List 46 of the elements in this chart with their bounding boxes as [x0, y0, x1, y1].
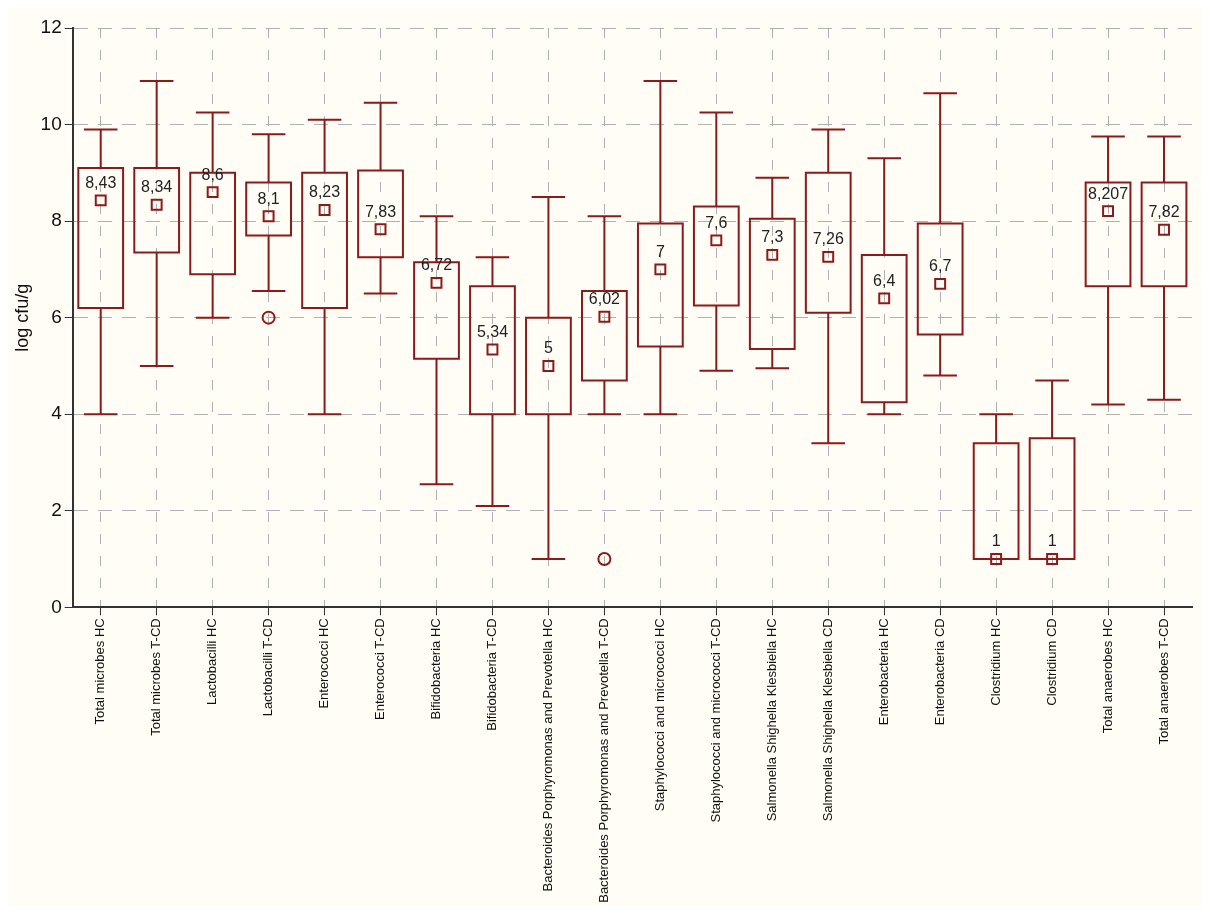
text: 7,6: [705, 213, 728, 231]
x-tick-label: Salmonella Shighella Klesbiella HC: [763, 618, 779, 822]
x-tick-label: Bacteroides Porphyromonas and Prevotella HC: [540, 618, 555, 892]
x-tick-label: Bacteroides Porphyromonas and Prevotella T-CD: [595, 618, 611, 903]
x-tick-label: Bifidobacteria HC: [428, 618, 444, 720]
text: 7,83: [364, 202, 397, 220]
y-tick-label: 8: [51, 209, 62, 231]
x-tick-label: Lactobacilli T-CD: [260, 618, 276, 717]
x-tick-label: Clostridium CD: [1043, 618, 1059, 706]
text: 6,4: [873, 271, 896, 289]
text: 1: [991, 532, 1001, 550]
x-tick-label: Total microbes HC: [92, 618, 108, 725]
x-tick-label: Enterococci HC: [316, 618, 332, 709]
y-tick-label: 0: [51, 595, 62, 617]
text: 5,34: [476, 322, 509, 340]
text: 8,34: [141, 178, 173, 196]
x-tick-label: Salmonella Shighella Klesbiella CD: [819, 618, 835, 822]
text: 7,26: [812, 230, 844, 248]
x-tick-label: Enterococci T-CD: [372, 618, 388, 720]
text: 6,7: [929, 257, 952, 275]
text: 8,43: [85, 173, 117, 191]
text: 8,207: [1088, 184, 1129, 202]
x-tick-label: Bifidobacteria T-CD: [484, 618, 500, 731]
x-tick-label: Total anaerobes HC: [1099, 618, 1115, 734]
text: 6,02: [588, 290, 620, 308]
x-tick-label: Total anaerobes T-CD: [1155, 618, 1171, 745]
x-tick-label: Total microbes T-CD: [148, 618, 164, 736]
y-tick-label: 4: [51, 402, 63, 424]
x-tick-label: Enterobacteria CD: [931, 618, 947, 726]
y-tick-label: 12: [40, 16, 62, 38]
text: 8,1: [257, 189, 280, 207]
x-tick-label: Clostridium HC: [987, 618, 1003, 706]
text: 7,82: [1148, 203, 1180, 221]
x-tick-label: Staphylococci and micrococci HC: [651, 618, 667, 812]
y-tick-label: 10: [40, 112, 62, 134]
x-tick-label: Lactobacilli HC: [204, 618, 220, 706]
y-tick-label: 6: [51, 305, 62, 327]
text: 7,3: [761, 228, 784, 246]
x-tick-label: Staphylococci and micrococci T-CD: [707, 618, 723, 823]
text: 7: [655, 242, 665, 260]
text: 5: [543, 339, 553, 357]
y-tick-label: 2: [51, 498, 62, 520]
x-tick-label: Enterobacteria HC: [875, 618, 891, 726]
text: 1: [1047, 532, 1057, 550]
text: 8,23: [309, 183, 341, 201]
y-axis-title: log cfu/g: [11, 283, 32, 352]
